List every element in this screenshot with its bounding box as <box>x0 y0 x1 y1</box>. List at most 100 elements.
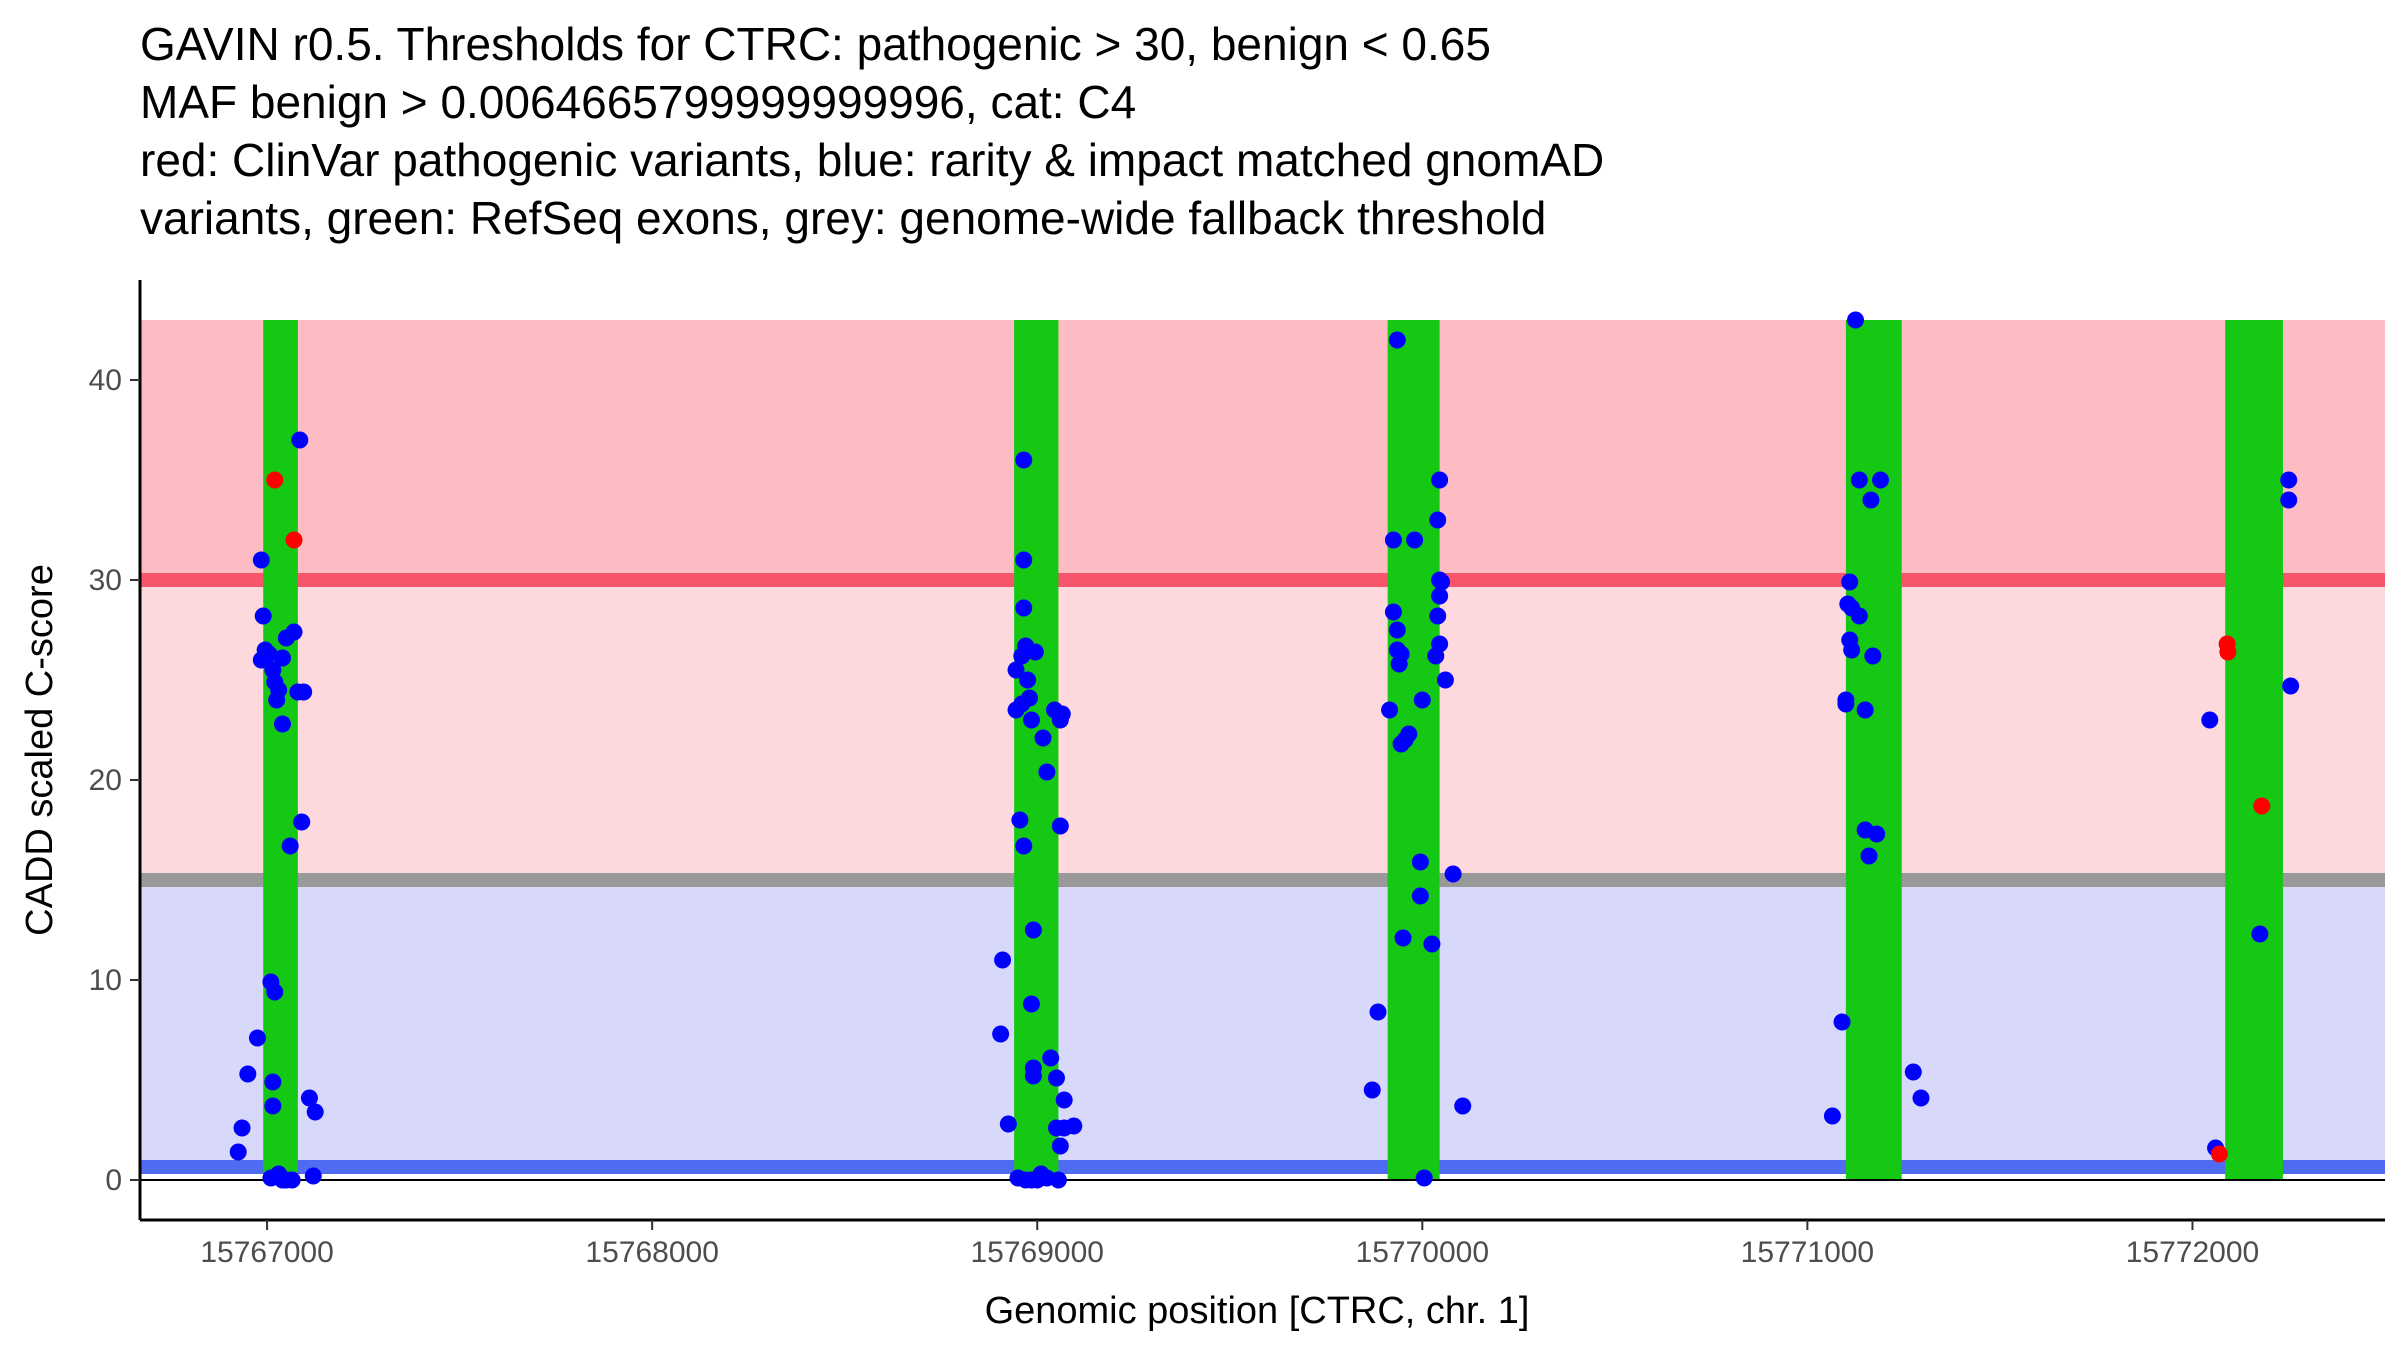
gnomad-variant-point <box>1427 647 1445 665</box>
gnomad-variant-point <box>1363 1081 1381 1099</box>
gnomad-variant-point <box>1022 995 1040 1013</box>
gnomad-variant-point <box>260 645 278 663</box>
exon-1 <box>263 320 298 1180</box>
gnomad-variant-point <box>1034 729 1052 747</box>
gnomad-variant-point <box>1024 921 1042 939</box>
gnomad-variant-point <box>994 951 1012 969</box>
gnomad-variant-point <box>1019 671 1037 689</box>
clinvar-pathogenic-point <box>266 471 284 489</box>
gnomad-variant-point <box>239 1065 257 1083</box>
gnomad-variant-point <box>273 1171 291 1189</box>
gnomad-variant-point <box>1847 311 1865 329</box>
y-tick-label: 40 <box>89 364 122 397</box>
gnomad-variant-point <box>1850 607 1868 625</box>
gnomad-variant-point <box>273 715 291 733</box>
gnomad-variant-point <box>2282 677 2300 695</box>
gnomad-variant-point <box>1841 573 1859 591</box>
plot-area: 0 10 20 30 40 15767000 15768000 15769000 1577000… <box>89 280 2385 1269</box>
gnomad-variant-point <box>1024 1067 1042 1085</box>
gnomad-variant-point <box>306 1103 324 1121</box>
gnomad-variant-point <box>992 1025 1010 1043</box>
gnomad-variant-point <box>1015 837 1033 855</box>
y-tick-label: 30 <box>89 564 122 597</box>
gnomad-variant-point <box>1868 825 1886 843</box>
gnomad-variant-point <box>1411 853 1429 871</box>
gnomad-variant-point <box>252 551 270 569</box>
title-line-3: red: ClinVar pathogenic variants, blue: … <box>140 134 1604 186</box>
gnomad-variant-point <box>1433 573 1451 591</box>
gnomad-variant-point <box>1007 661 1025 679</box>
gnomad-variant-point <box>1022 711 1040 729</box>
gnomad-variant-point <box>1384 531 1402 549</box>
gnomad-variant-point <box>248 1029 266 1047</box>
y-axis-title: CADD scaled C-score <box>19 564 61 936</box>
gnomad-variant-point <box>1390 655 1408 673</box>
gnomad-variant-point <box>2201 711 2219 729</box>
gnomad-variant-point <box>285 623 303 641</box>
gnomad-variant-point <box>1411 887 1429 905</box>
benign-region-band <box>140 880 2385 1167</box>
clinvar-pathogenic-point <box>2253 797 2271 815</box>
gnomad-variant-point <box>1042 1049 1060 1067</box>
gnomad-variant-point <box>1369 1003 1387 1021</box>
gnomad-variant-point <box>1431 471 1449 489</box>
exon-4 <box>1845 320 1902 1180</box>
gnomad-variant-point <box>1429 511 1447 529</box>
gnomad-variant-point <box>1388 331 1406 349</box>
gnomad-variant-point <box>1065 1117 1083 1135</box>
x-tick-label: 15772000 <box>2126 1236 2259 1269</box>
x-tick-label: 15768000 <box>585 1236 718 1269</box>
gnomad-variant-point <box>1415 1169 1433 1187</box>
gnomad-variant-point <box>1384 603 1402 621</box>
gnomad-variant-point <box>1413 691 1431 709</box>
clinvar-pathogenic-point <box>2210 1145 2228 1163</box>
clinvar-pathogenic-point <box>285 531 303 549</box>
gnomad-variant-point <box>1406 531 1424 549</box>
gnomad-variant-point <box>304 1167 322 1185</box>
gnomad-variant-point <box>273 649 291 667</box>
pathogenic-region-band <box>140 320 2385 580</box>
gnomad-variant-point <box>1850 471 1868 489</box>
clinvar-pathogenic-point <box>2219 643 2237 661</box>
gnomad-variant-point <box>1444 865 1462 883</box>
gnomad-variant-point <box>1049 1171 1067 1189</box>
gnomad-variant-point <box>268 691 286 709</box>
gnomad-variant-point <box>1872 471 1890 489</box>
gnomad-variant-point <box>1860 847 1878 865</box>
gnomad-variant-point <box>1055 1091 1073 1109</box>
y-tick-label: 20 <box>89 764 122 797</box>
gnomad-variant-point <box>1904 1063 1922 1081</box>
gnomad-variant-point <box>1051 817 1069 835</box>
gnomad-variant-point <box>264 1097 282 1115</box>
gnomad-variant-point <box>2280 471 2298 489</box>
gnomad-variant-point <box>1862 491 1880 509</box>
gnomad-variant-point <box>266 983 284 1001</box>
intermediate-region-band <box>140 580 2385 880</box>
gnomad-variant-point <box>1015 599 1033 617</box>
gnomad-variant-point <box>1431 587 1449 605</box>
x-axis-title: Genomic position [CTRC, chr. 1] <box>985 1290 1530 1332</box>
gnomad-variant-point <box>291 431 309 449</box>
x-tick-label: 15770000 <box>1356 1236 1489 1269</box>
gnomad-variant-point <box>1015 451 1033 469</box>
gnomad-variant-point <box>229 1143 247 1161</box>
gnomad-variant-point <box>1051 1137 1069 1155</box>
gnomad-variant-point <box>1038 763 1056 781</box>
title-line-4: variants, green: RefSeq exons, grey: gen… <box>140 192 1546 244</box>
gnomad-variant-point <box>1843 641 1861 659</box>
gnomad-variant-point <box>233 1119 251 1137</box>
gnomad-variant-point <box>1423 935 1441 953</box>
gnomad-variant-point <box>2251 925 2269 943</box>
y-tick-label: 0 <box>105 1164 122 1197</box>
gnomad-variant-point <box>999 1115 1017 1133</box>
gnomad-variant-point <box>1381 701 1399 719</box>
gnomad-variant-point <box>1026 643 1044 661</box>
gnomad-variant-point <box>1015 551 1033 569</box>
gnomad-variant-point <box>281 837 299 855</box>
title-line-2: MAF benign > 0.0064665799999999996, cat:… <box>140 76 1136 128</box>
gnomad-variant-point <box>1047 1069 1065 1087</box>
gnomad-variant-point <box>295 683 313 701</box>
gnomad-variant-point <box>1833 1013 1851 1031</box>
gnomad-variant-point <box>1823 1107 1841 1125</box>
